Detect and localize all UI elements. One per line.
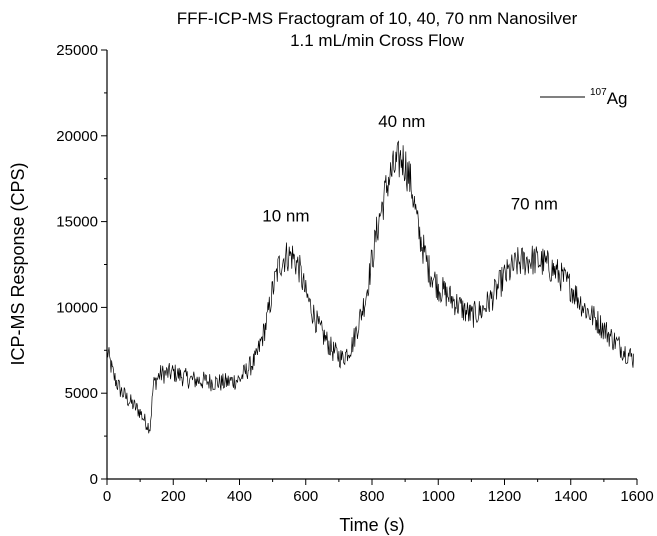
x-tick-label: 400	[227, 488, 252, 505]
legend-label: 107Ag	[590, 87, 627, 108]
y-tick-label: 0	[90, 471, 98, 488]
x-tick-label: 600	[293, 488, 318, 505]
y-axis: 0 5000 10000 15000 20000 25000	[56, 42, 107, 488]
series-layer	[107, 141, 634, 433]
legend-element: Ag	[607, 89, 628, 108]
y-tick-label: 20000	[56, 128, 98, 145]
y-tick-label: 25000	[56, 42, 98, 59]
x-axis-title: Time (s)	[339, 515, 404, 535]
peak-annotation: 70 nm	[511, 195, 558, 214]
y-tick-label: 5000	[65, 385, 98, 402]
x-tick-label: 1200	[488, 488, 521, 505]
x-tick-label: 200	[161, 488, 186, 505]
x-tick-label: 0	[103, 488, 111, 505]
legend: 107Ag	[540, 87, 627, 108]
legend-superscript: 107	[590, 87, 607, 98]
peak-annotation: 40 nm	[378, 112, 425, 131]
x-tick-label: 1600	[620, 488, 653, 505]
y-tick-label: 10000	[56, 299, 98, 316]
x-tick-label: 1000	[422, 488, 455, 505]
x-tick-label: 1400	[554, 488, 587, 505]
peak-annotation: 10 nm	[262, 207, 309, 226]
x-tick-label: 800	[359, 488, 384, 505]
chart-title-line-2: 1.1 mL/min Cross Flow	[290, 31, 465, 50]
series-line-ag107	[107, 141, 634, 433]
x-axis: 0 200 400 600 800 1000 1200 1400 1600	[103, 479, 654, 505]
y-axis-title: ICP-MS Response (CPS)	[8, 162, 28, 365]
chart-title-line-1: FFF-ICP-MS Fractogram of 10, 40, 70 nm N…	[177, 9, 578, 28]
y-tick-label: 15000	[56, 214, 98, 231]
